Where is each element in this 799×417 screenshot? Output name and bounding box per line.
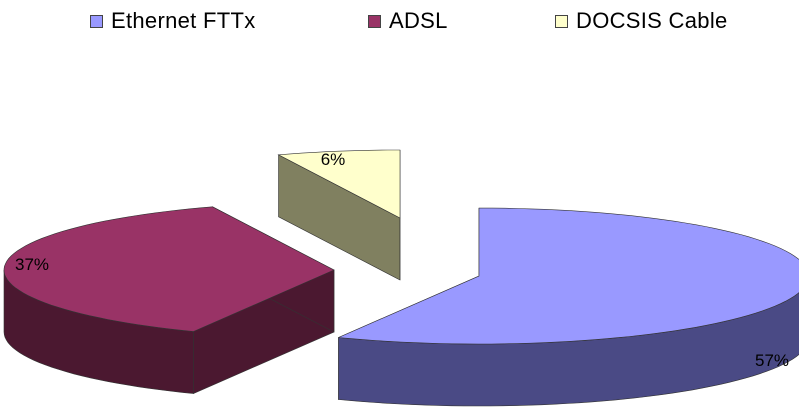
legend-label-adsl: ADSL bbox=[389, 8, 448, 33]
legend-swatch-ethernet-fttx bbox=[90, 14, 103, 28]
legend-swatch-docsis-cable bbox=[555, 14, 568, 28]
pie-tops bbox=[3, 149, 799, 345]
pie-labels: 57% 37% 6% bbox=[15, 150, 789, 370]
legend-label-ethernet-fttx: Ethernet FTTx bbox=[111, 8, 256, 33]
legend-item-adsl: ADSL bbox=[368, 8, 448, 34]
data-label-ethernet-fttx: 57% bbox=[755, 351, 789, 370]
legend-item-docsis-cable: DOCSIS Cable bbox=[555, 8, 728, 34]
data-label-docsis-cable: 6% bbox=[321, 150, 346, 169]
slice-top-adsl bbox=[3, 206, 335, 332]
chart-legend: Ethernet FTTx ADSL DOCSIS Cable bbox=[0, 0, 799, 44]
data-label-adsl: 37% bbox=[15, 255, 49, 274]
legend-label-docsis-cable: DOCSIS Cable bbox=[576, 8, 728, 33]
slice-top-ethernet-fttx bbox=[338, 207, 799, 345]
legend-item-ethernet-fttx: Ethernet FTTx bbox=[90, 8, 256, 34]
legend-swatch-adsl bbox=[368, 14, 381, 28]
slice-top-docsis-cable bbox=[277, 149, 401, 219]
